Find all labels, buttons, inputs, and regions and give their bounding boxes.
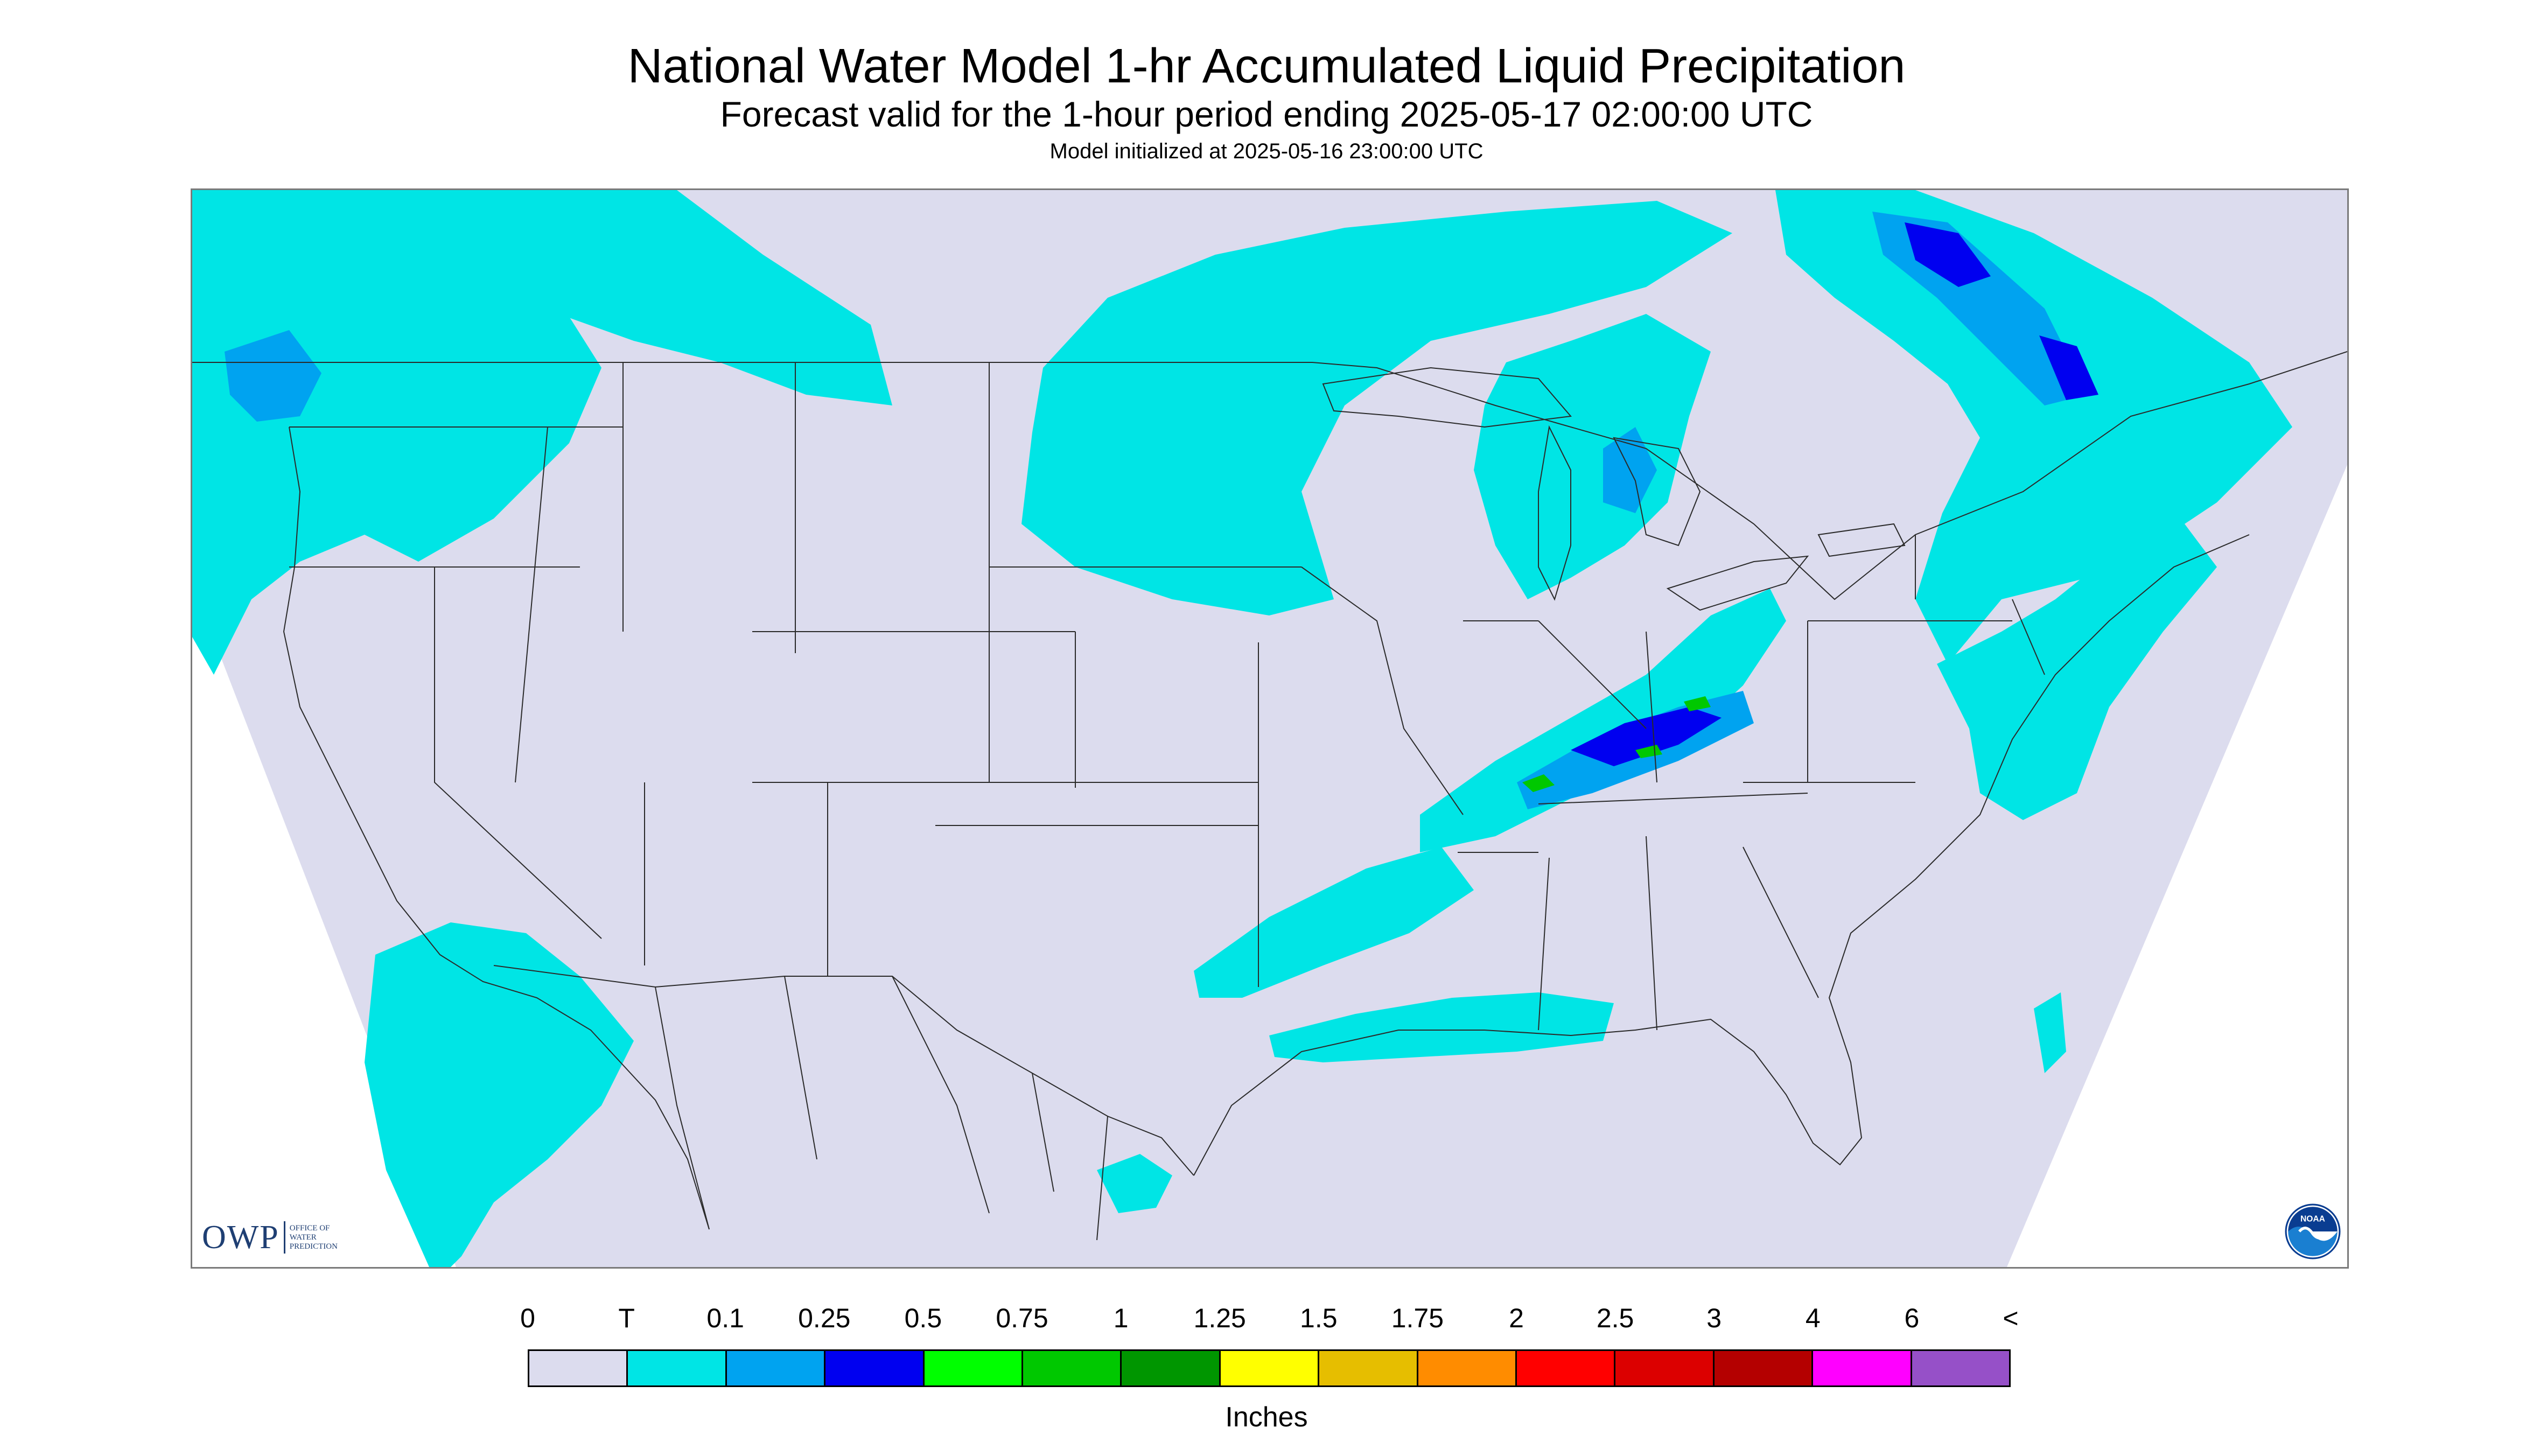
precip-pacific-northwest [192, 190, 601, 675]
precipitation-layer [192, 190, 2292, 1267]
precip-quebec-core [1905, 222, 1991, 287]
precip-baja-pacific [365, 922, 634, 1267]
legend-tick-0: 0 [520, 1303, 535, 1333]
legend-color-bar [528, 1349, 2011, 1387]
legend-unit-label: Inches [1225, 1402, 1308, 1433]
precip-gulf-coast [1269, 992, 1614, 1062]
noaa-logo-text: NOAA [2300, 1214, 2325, 1223]
state-lines [289, 362, 2045, 1031]
legend-tick-15: < [2003, 1303, 2019, 1333]
legend-tick-2: 0.1 [706, 1303, 744, 1333]
us-gulf-coast [1193, 534, 2250, 1176]
legend-swatch-6 [1122, 1351, 1221, 1385]
precip-heavy-layer [1522, 696, 1711, 792]
lake-superior [1322, 367, 1572, 428]
lake-ontario [1817, 523, 1906, 557]
legend-tick-5: 0.75 [996, 1303, 1048, 1333]
legend-tick-8: 1.5 [1300, 1303, 1338, 1333]
legend-swatch-0 [529, 1351, 628, 1385]
precip-mid-atlantic [1937, 524, 2217, 820]
legend-swatch-14 [1912, 1351, 2010, 1385]
lake-michigan [1538, 425, 1571, 601]
precip-mexico [1097, 1154, 1172, 1213]
owp-logo-subtext: OFFICE OF WATER PREDICTION [289, 1223, 338, 1251]
legend-tick-13: 4 [1805, 1303, 1821, 1333]
precip-northern-rockies [472, 190, 892, 405]
model-init-text: Model initialized at 2025-05-16 23:00:00… [1049, 139, 1484, 163]
owp-logo-text: OWP [202, 1219, 279, 1256]
precip-florida-east [2034, 992, 2066, 1073]
precip-moderate-layer [1571, 222, 2098, 766]
precipitation-map: OWP OFFICE OF WATER PREDICTION NOAA [191, 188, 2349, 1269]
legend-tick-10: 2 [1509, 1303, 1524, 1333]
precip-pacific-northwest-core [225, 330, 321, 422]
precip-great-lakes [1474, 314, 1711, 599]
noaa-logo: NOAA [2285, 1203, 2341, 1259]
legend-swatch-10 [1517, 1351, 1616, 1385]
precip-ohio-valley-max-3 [1635, 745, 1662, 758]
lake-erie [1666, 555, 1809, 611]
legend-swatch-1 [628, 1351, 727, 1385]
legend-swatch-8 [1319, 1351, 1418, 1385]
canada-us-border [192, 351, 2347, 600]
us-west-coast [283, 426, 710, 1230]
legend-swatch-4 [924, 1351, 1024, 1385]
noaa-logo-bird [2298, 1227, 2330, 1240]
legend-swatch-7 [1220, 1351, 1320, 1385]
us-mexico-border [493, 965, 1194, 1176]
precip-ohio-valley-core [1571, 707, 1722, 766]
precip-ohio-valley-max [1522, 774, 1555, 792]
legend-tick-3: 0.25 [798, 1303, 851, 1333]
owp-logo-divider [283, 1221, 285, 1254]
legend-swatch-9 [1418, 1351, 1517, 1385]
legend-tick-1: T [618, 1303, 635, 1333]
lake-huron [1613, 437, 1701, 547]
owp-logo: OWP OFFICE OF WATER PREDICTION [202, 1217, 338, 1257]
precip-quebec-core-2 [2039, 335, 2098, 400]
map-title: National Water Model 1-hr Accumulated Li… [627, 39, 1906, 93]
legend-swatch-13 [1813, 1351, 1912, 1385]
political-boundaries [192, 351, 2347, 1241]
legend-tick-11: 2.5 [1596, 1303, 1634, 1333]
precip-trace-layer [192, 190, 2292, 1267]
legend-tick-14: 6 [1904, 1303, 1920, 1333]
legend-swatch-11 [1615, 1351, 1715, 1385]
legend-swatch-12 [1714, 1351, 1814, 1385]
legend-swatch-2 [726, 1351, 826, 1385]
legend-swatch-5 [1023, 1351, 1122, 1385]
mexico-state-lines [655, 976, 1108, 1241]
model-domain [192, 190, 2347, 1267]
noaa-logo-sky [2288, 1207, 2338, 1231]
noaa-logo-wave [2288, 1226, 2338, 1256]
precip-upper-midwest-band [1021, 201, 1732, 615]
precip-ohio-valley-max-2 [1684, 696, 1711, 711]
legend-tick-7: 1.25 [1193, 1303, 1246, 1333]
precip-ohio-valley-band [1420, 589, 1786, 852]
legend-tick-6: 1 [1113, 1303, 1129, 1333]
legend-tick-12: 3 [1706, 1303, 1722, 1333]
forecast-valid-subtitle: Forecast valid for the 1-hour period end… [720, 94, 1813, 134]
precip-southern-plains [1194, 847, 1474, 998]
legend-tick-4: 0.5 [904, 1303, 942, 1333]
legend-swatch-3 [825, 1351, 925, 1385]
legend-tick-9: 1.75 [1391, 1303, 1444, 1333]
precip-northeast [1775, 190, 2292, 664]
